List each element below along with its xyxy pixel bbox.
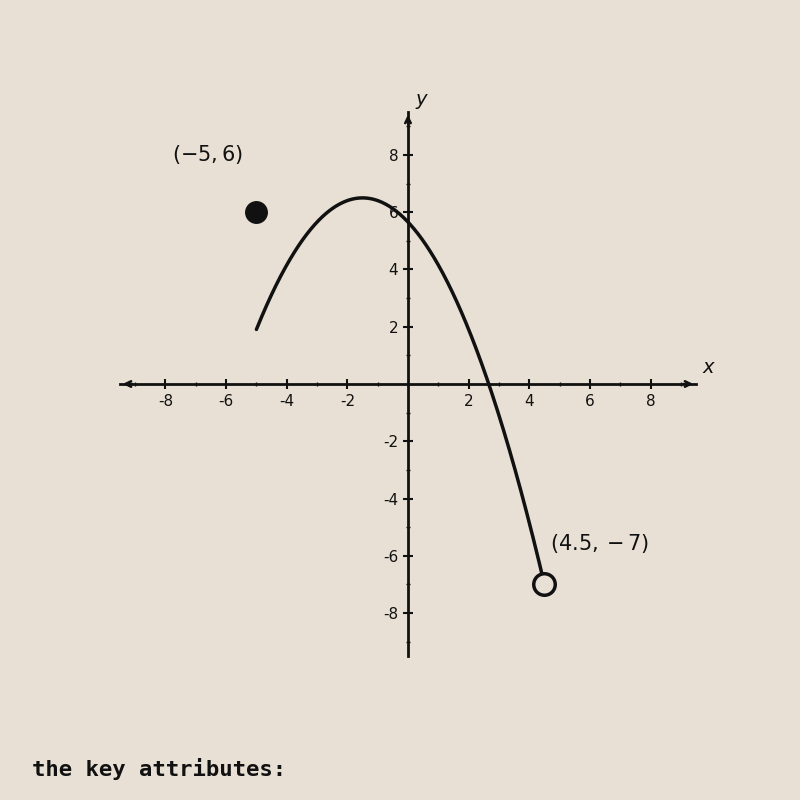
- Point: [538, 578, 551, 591]
- Text: $(4.5,-7)$: $(4.5,-7)$: [550, 532, 650, 555]
- Point: [250, 206, 263, 218]
- Text: x: x: [702, 358, 714, 377]
- Text: y: y: [415, 90, 427, 109]
- Text: the key attributes:: the key attributes:: [32, 758, 286, 780]
- Text: $(-5,6)$: $(-5,6)$: [171, 142, 242, 166]
